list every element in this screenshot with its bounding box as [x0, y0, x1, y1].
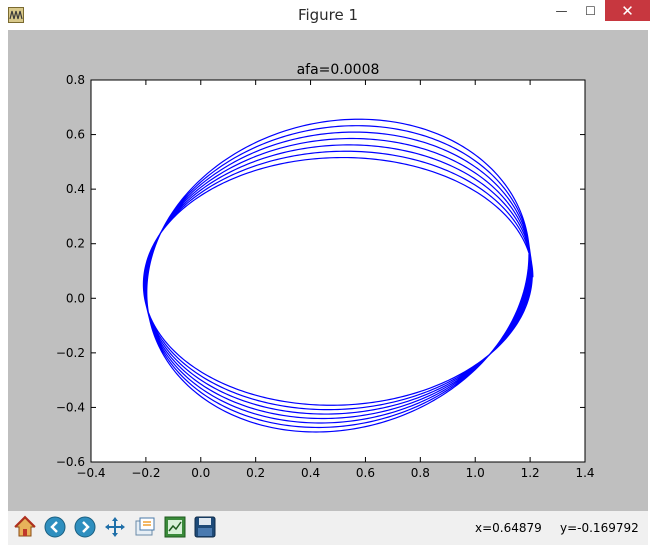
window-border-bottom	[0, 545, 656, 553]
x-tick-label: 0.0	[191, 466, 210, 480]
window-title: Figure 1	[297, 6, 359, 24]
x-tick-label: 1.2	[521, 466, 540, 480]
window-border-left	[0, 30, 8, 545]
title-bar[interactable]: Figure 1 — ☐ ✕	[0, 0, 656, 30]
forward-button[interactable]	[72, 514, 98, 540]
home-button[interactable]	[12, 514, 38, 540]
forward-arrow-icon	[74, 516, 96, 538]
x-tick-label: 0.6	[356, 466, 375, 480]
cursor-y-readout: y=-0.169792	[560, 521, 639, 535]
minimize-button[interactable]: —	[555, 3, 568, 18]
x-tick-label: 1.4	[575, 466, 594, 480]
zoom-rect-icon	[135, 517, 155, 536]
home-icon	[14, 515, 36, 537]
app-icon	[8, 7, 24, 23]
x-tick-label: 0.2	[246, 466, 265, 480]
y-tick-label: 0.2	[66, 237, 85, 251]
floppy-disk-icon	[194, 516, 216, 538]
pan-arrows-icon	[105, 517, 125, 537]
y-tick-label: 0.6	[66, 128, 85, 142]
y-tick-label: 0.0	[66, 291, 85, 305]
navigation-toolbar: x=0.64879 y=-0.169792	[8, 511, 648, 545]
y-tick-label: −0.4	[56, 400, 85, 414]
x-tick-label: −0.4	[76, 466, 105, 480]
window-border-right	[648, 30, 656, 545]
cursor-x-readout: x=0.64879	[475, 521, 542, 535]
axes-frame	[90, 79, 586, 463]
plot-svg[interactable]: −0.4 −0.2 0.0 0.2 0.4 0.6 0.8 1.0 1.2 1.4−0.6−0.4…	[8, 30, 648, 511]
y-tick-label: −0.6	[56, 455, 85, 469]
x-tick-label: 1.0	[466, 466, 485, 480]
back-button[interactable]	[42, 514, 68, 540]
x-tick-label: −0.2	[131, 466, 160, 480]
pan-button[interactable]	[102, 514, 128, 540]
zoom-button[interactable]	[132, 514, 158, 540]
close-button[interactable]: ✕	[605, 0, 650, 21]
figure-canvas[interactable]: −0.4 −0.2 0.0 0.2 0.4 0.6 0.8 1.0 1.2 1.4 −0.6 −0.4…	[8, 30, 648, 511]
back-arrow-icon	[44, 516, 66, 538]
x-tick-label: 0.8	[411, 466, 430, 480]
x-tick-label: 0.4	[301, 466, 320, 480]
maximize-button[interactable]: ☐	[585, 3, 596, 18]
save-button[interactable]	[192, 514, 218, 540]
y-tick-label: −0.2	[56, 346, 85, 360]
chart-title: afa=0.0008	[297, 62, 380, 78]
y-tick-label: 0.4	[66, 182, 85, 196]
y-tick-label: 0.8	[66, 73, 85, 87]
orbit-line	[142, 118, 534, 433]
subplots-icon	[164, 516, 186, 538]
subplots-button[interactable]	[162, 514, 188, 540]
